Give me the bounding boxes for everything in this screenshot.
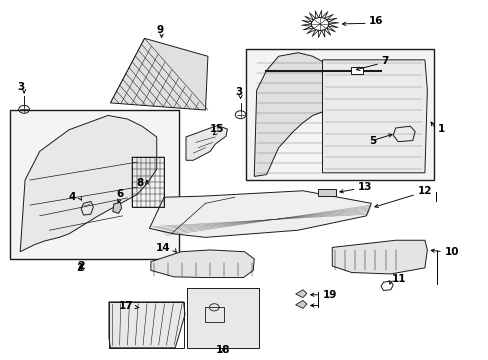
Text: 6: 6 — [116, 189, 123, 199]
Text: 1: 1 — [437, 124, 444, 134]
Polygon shape — [295, 290, 306, 298]
Text: 18: 18 — [215, 345, 230, 355]
Polygon shape — [185, 126, 227, 160]
Text: 16: 16 — [368, 17, 383, 27]
Bar — [10, 110, 178, 259]
Text: 19: 19 — [322, 290, 336, 300]
Text: 3: 3 — [18, 82, 25, 92]
Text: 14: 14 — [156, 243, 170, 253]
Text: 2: 2 — [77, 263, 83, 273]
Polygon shape — [322, 60, 427, 173]
Polygon shape — [109, 302, 184, 348]
Bar — [350, 67, 362, 74]
Text: 7: 7 — [380, 56, 387, 66]
Text: 13: 13 — [357, 182, 371, 192]
Polygon shape — [110, 39, 207, 110]
Bar — [317, 189, 335, 196]
Text: 12: 12 — [417, 186, 431, 196]
Text: 11: 11 — [391, 274, 406, 284]
Text: 3: 3 — [235, 87, 242, 97]
Text: 2: 2 — [77, 261, 85, 271]
Polygon shape — [20, 116, 157, 252]
Text: 10: 10 — [444, 247, 458, 257]
Polygon shape — [149, 191, 370, 237]
Text: 8: 8 — [136, 178, 143, 188]
Bar — [245, 49, 433, 180]
Polygon shape — [113, 202, 122, 213]
Bar — [186, 288, 259, 348]
Text: 15: 15 — [209, 124, 224, 134]
Text: 4: 4 — [69, 192, 76, 202]
Bar — [132, 157, 163, 207]
Polygon shape — [151, 250, 254, 278]
Text: 9: 9 — [156, 25, 163, 35]
Bar — [109, 302, 183, 348]
Polygon shape — [331, 240, 427, 274]
Polygon shape — [254, 53, 322, 176]
Polygon shape — [295, 301, 306, 309]
Text: 5: 5 — [368, 136, 375, 145]
Text: 17: 17 — [119, 301, 133, 311]
Bar — [204, 307, 224, 321]
